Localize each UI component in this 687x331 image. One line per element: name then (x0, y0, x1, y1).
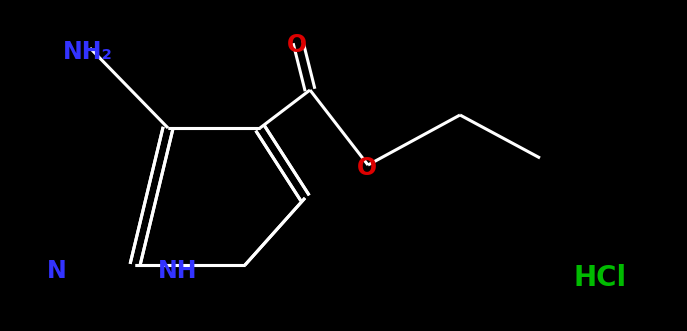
Text: NH: NH (158, 259, 198, 283)
Text: HCl: HCl (574, 264, 627, 292)
Text: N: N (47, 259, 67, 283)
Text: O: O (287, 33, 307, 57)
Text: NH₂: NH₂ (63, 40, 113, 64)
Text: O: O (357, 156, 377, 180)
